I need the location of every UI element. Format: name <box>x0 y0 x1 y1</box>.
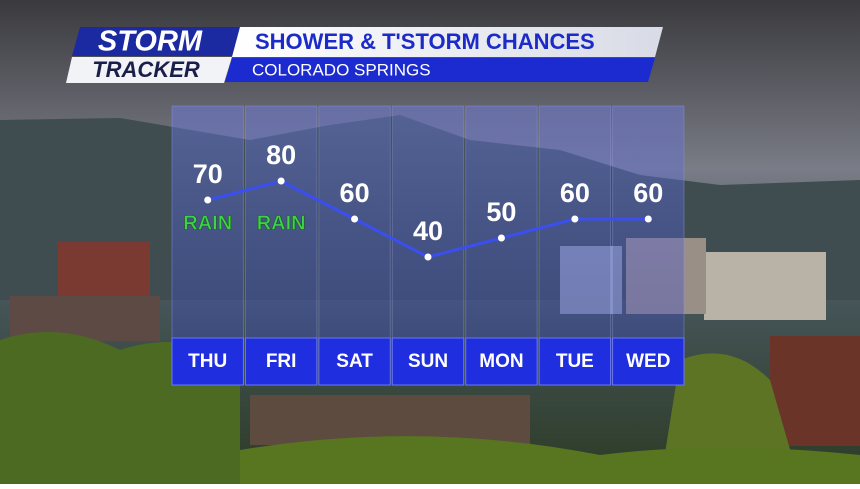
day-box <box>244 337 318 386</box>
building <box>58 242 150 302</box>
x-tick-label: WED <box>626 351 670 372</box>
x-tick-label: TUE <box>556 351 594 372</box>
x-tick-label: SUN <box>408 351 448 372</box>
column-panel <box>465 105 538 339</box>
column-panel <box>391 105 465 339</box>
day-box <box>318 337 391 386</box>
chart-subtitle: COLORADO SPRINGS <box>252 60 431 79</box>
data-label: 80 <box>266 140 296 170</box>
point <box>277 177 285 185</box>
building <box>770 336 860 446</box>
logo-top <box>72 27 240 56</box>
day-box <box>391 337 465 386</box>
annotation: RAIN <box>257 212 306 234</box>
x-tick-label: MON <box>479 351 523 372</box>
logo-bottom <box>66 57 232 83</box>
column-panels: THU FRI SAT SUN MON TUE WED <box>171 105 685 386</box>
point <box>424 253 432 261</box>
point <box>351 215 359 223</box>
x-tick-label: THU <box>188 351 227 372</box>
day-box <box>465 337 538 386</box>
brand-storm: STORM <box>98 26 203 58</box>
x-tick-label: FRI <box>266 351 297 372</box>
point <box>571 215 579 223</box>
plot: RAIN RAIN 70 80 60 40 50 60 60 <box>183 140 663 261</box>
x-tick-label: SAT <box>336 351 373 372</box>
day-box <box>538 337 612 386</box>
data-label: 60 <box>340 178 370 208</box>
data-label: 70 <box>193 159 223 189</box>
day-box <box>171 337 244 386</box>
data-label: 50 <box>486 197 516 227</box>
point <box>497 234 505 242</box>
building <box>704 252 826 320</box>
data-label: 60 <box>633 178 663 208</box>
data-label: 40 <box>413 216 443 246</box>
chart-title: SHOWER & T'STORM CHANCES <box>255 29 595 54</box>
brand-tracker: TRACKER <box>92 57 200 82</box>
trees <box>240 436 860 484</box>
point <box>644 215 652 223</box>
day-box <box>612 337 685 386</box>
data-label: 60 <box>560 178 590 208</box>
column-panel <box>171 105 244 339</box>
title-bar <box>232 27 663 57</box>
point <box>204 196 212 204</box>
subtitle-bar <box>225 58 655 82</box>
annotation: RAIN <box>183 212 232 234</box>
